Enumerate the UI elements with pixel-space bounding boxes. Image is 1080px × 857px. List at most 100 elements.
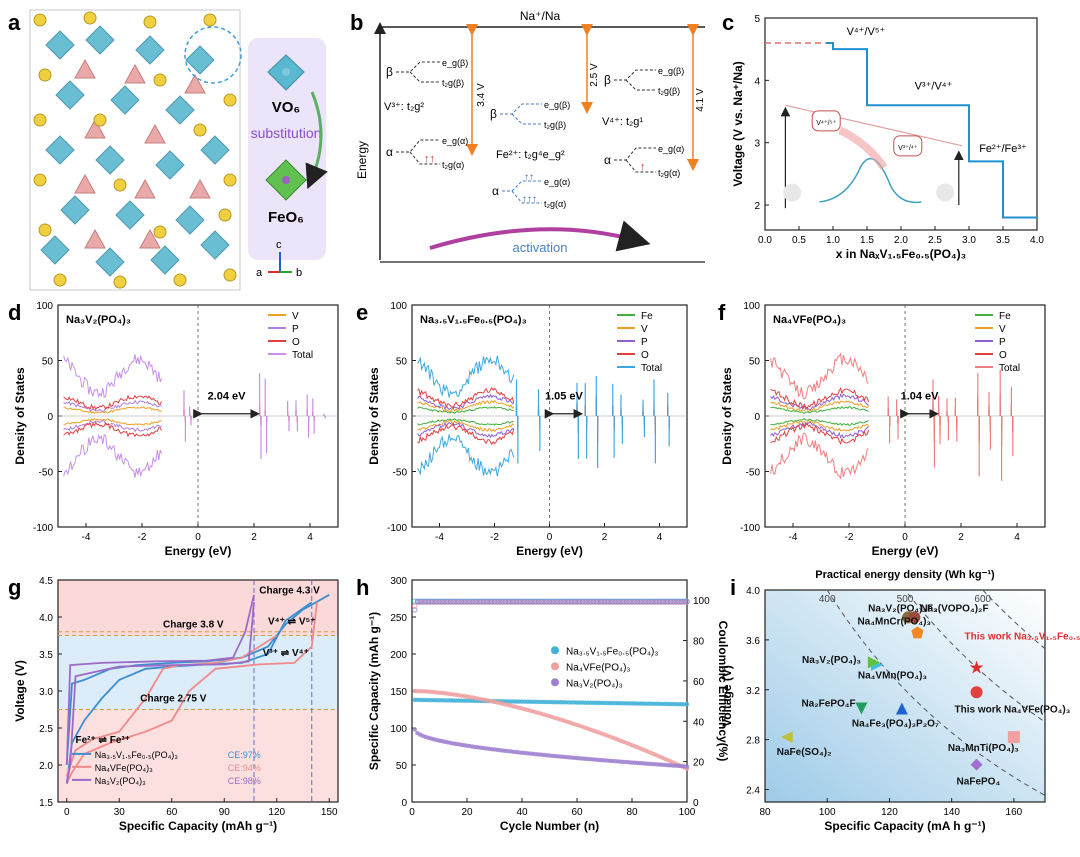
ce-point <box>684 599 690 605</box>
y-tick-label: -100 <box>740 523 760 534</box>
y-tick-label: 5 <box>754 14 760 25</box>
legend-label: O <box>641 350 649 361</box>
legend-label: V <box>999 324 1006 335</box>
x-tick-label: 120 <box>881 807 898 818</box>
x-tick-label: -4 <box>789 532 798 543</box>
ce-point <box>563 599 569 605</box>
vo6-polyhedron <box>45 135 75 165</box>
ce-point <box>604 599 610 605</box>
ce-point <box>436 599 443 605</box>
v3-t2g-beta: t₂g(β) <box>442 78 464 88</box>
x-tick-label: 3.0 <box>962 235 976 246</box>
y-axis-label: Density of States <box>720 367 734 465</box>
point-marker <box>908 611 921 624</box>
ce-point <box>491 599 498 605</box>
na-atom <box>38 223 52 237</box>
y-axis-label: Voltage (V vs. Na⁺/Na) <box>731 61 745 186</box>
energy-tick-label: 500 <box>897 594 914 605</box>
ce-point <box>634 599 641 605</box>
voltage-step-line <box>826 41 1037 219</box>
annotation-v3-v4: V³⁺/V⁴⁺ <box>915 81 953 93</box>
dos-valence-up <box>417 355 515 398</box>
na-atom <box>153 225 167 239</box>
v4-t2g-beta: t₂g(β) <box>658 86 680 96</box>
po4-tetrahedron <box>84 118 106 139</box>
axis-c-label: c <box>276 239 282 251</box>
na-atom <box>93 113 107 127</box>
ce-point <box>552 599 558 605</box>
na-atom <box>203 13 217 27</box>
v3-levels: β e_g(β) t₂g(β) V³⁺: t₂g² α e_g(α) t₂g(α… <box>384 58 468 170</box>
y-tick-label: 300 <box>390 576 407 587</box>
y-tick-label: 100 <box>743 301 760 312</box>
na-atom <box>223 173 237 187</box>
vo6-polyhedron <box>95 247 125 277</box>
ce-point <box>629 599 635 605</box>
y-tick-label: 2.5 <box>39 724 53 735</box>
point-marker <box>1007 731 1020 744</box>
dos-valence-down <box>770 432 869 480</box>
y-right-axis-label: Coulombic Efficiency(%) <box>716 621 730 762</box>
na-atom <box>143 15 157 29</box>
ce-point <box>425 599 432 605</box>
x-tick-label: 0 <box>409 807 415 818</box>
ce-point <box>673 599 679 605</box>
y-tick-label: 100 <box>390 301 407 312</box>
y-tick-label: 250 <box>390 613 407 624</box>
svg-text:↑↑: ↑↑ <box>524 172 534 183</box>
na-atom <box>153 73 167 87</box>
ce-point <box>645 599 652 605</box>
po4-tetrahedron <box>84 228 106 249</box>
x-tick-label: 4 <box>657 532 663 543</box>
po4-tetrahedron <box>134 178 156 199</box>
v3-eg-beta: e_g(β) <box>442 58 468 68</box>
y-tick-label: 0 <box>754 412 760 423</box>
vo6-polyhedron <box>175 205 205 235</box>
ce-point <box>681 599 687 605</box>
x-tick-label: 4 <box>307 532 313 543</box>
region-fe2-fe3 <box>58 709 338 802</box>
ce-point <box>516 599 522 605</box>
na-atom <box>53 273 67 287</box>
ce-point <box>560 599 566 605</box>
panel-letter-g: g <box>8 575 21 600</box>
svg-text:↑: ↑ <box>640 161 646 173</box>
ce-point <box>593 599 599 605</box>
vo6-polyhedron <box>110 85 140 115</box>
na-atom <box>173 273 187 287</box>
point-marker <box>970 758 983 771</box>
energy-isoline <box>826 589 1046 796</box>
v3-eg-alpha: e_g(α) <box>442 136 468 146</box>
activation-arrow <box>429 220 651 252</box>
x-axis-label: x in NaₓV₁.₅Fe₀.₅(PO₄)₃ <box>836 247 966 261</box>
ce-point <box>423 599 429 605</box>
curve-charge <box>65 634 278 777</box>
v3-t2g-alpha: t₂g(α) <box>442 160 464 170</box>
x-tick-label: 140 <box>943 807 960 818</box>
ce-point <box>412 598 418 604</box>
fe2-levels: β e_g(β) t₂g(β) Fe²⁺: t₂g⁴e_g² α e_g(α) … <box>490 100 570 209</box>
voltage-2-5-label: 2.5 V <box>589 63 600 87</box>
ce-point <box>601 599 608 605</box>
x-tick-label: 3.5 <box>996 235 1010 246</box>
point-marker <box>780 731 793 744</box>
panel-letter-f: f <box>718 300 726 325</box>
vo6-polyhedron <box>95 145 125 175</box>
y-tick-label: -50 <box>746 468 761 479</box>
band-gap-label: 2.04 eV <box>208 390 247 402</box>
fe-t2g-beta: t₂g(β) <box>544 120 566 130</box>
y-tick-label: 50 <box>749 357 761 368</box>
curve-discharge <box>65 601 313 784</box>
x-tick-label: 0.0 <box>758 235 772 246</box>
x-axis-label: Specific Capacity (mA h g⁻¹) <box>824 819 985 833</box>
dos-valence-up <box>770 406 869 415</box>
y-tick-label: 2.8 <box>746 736 760 747</box>
dos-valence-down <box>417 423 515 446</box>
crystal-structure-image <box>33 11 237 289</box>
x-tick-label: 0 <box>902 532 908 543</box>
x-tick-label: 160 <box>1006 807 1023 818</box>
ce-point <box>667 599 674 605</box>
ce-point <box>640 599 646 605</box>
ce-point <box>621 599 627 605</box>
dos-valence-up <box>63 399 162 412</box>
